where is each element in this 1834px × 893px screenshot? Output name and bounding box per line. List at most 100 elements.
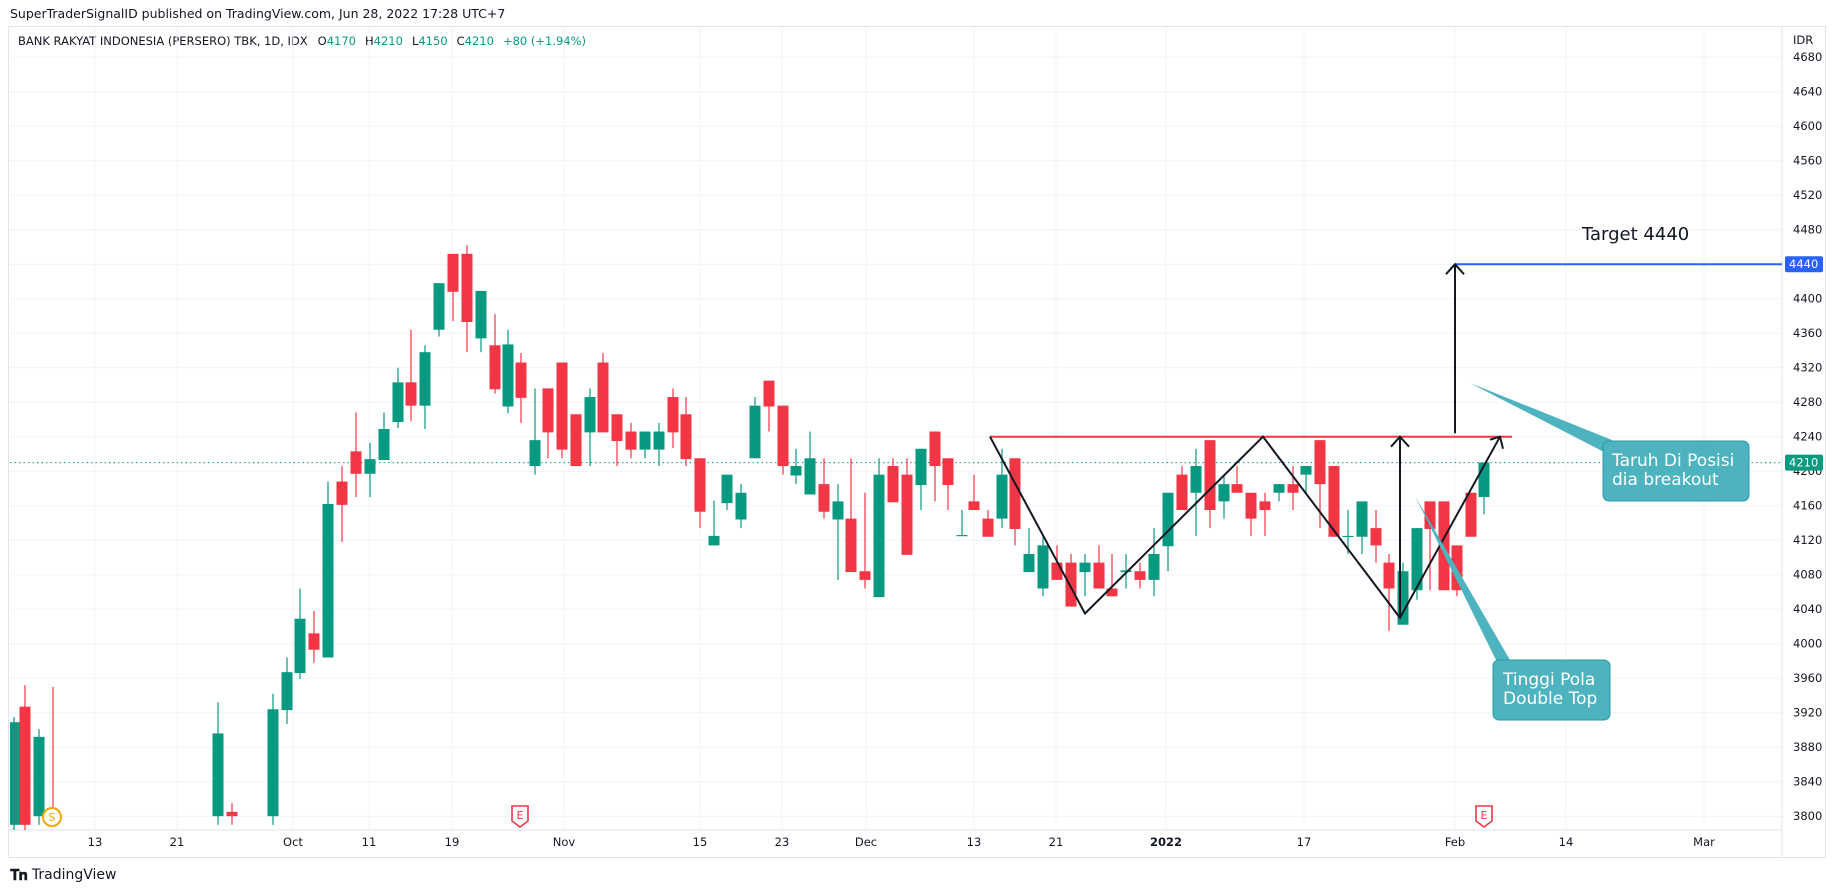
earnings-event-icon[interactable] (511, 805, 529, 828)
callout-height[interactable] (1492, 659, 1611, 721)
price-tick-label: 4280 (1793, 395, 1822, 409)
symbol-title[interactable]: BANK RAKYAT INDONESIA (PERSERO) TBK, 1D,… (18, 34, 308, 48)
candle (653, 422, 665, 467)
time-tick-label: 21 (1049, 835, 1064, 849)
candle (19, 685, 31, 830)
candle-body (667, 397, 679, 433)
candle-body (915, 448, 927, 485)
candle (1176, 466, 1188, 511)
time-tick-label: Feb (1445, 835, 1465, 849)
footer: 𝐓𝐧 TradingView (10, 866, 116, 884)
candle-body (364, 459, 376, 474)
candle-body (1162, 492, 1174, 547)
candle-body (942, 458, 954, 485)
footer-brand[interactable]: TradingView (31, 867, 117, 883)
candle (10, 717, 20, 830)
candle (597, 353, 609, 433)
double-pattern-path[interactable] (989, 435, 1501, 620)
candle (859, 492, 871, 589)
candle (1424, 501, 1436, 591)
candle (529, 388, 541, 475)
time-tick-label: Nov (553, 835, 576, 849)
candle (392, 367, 404, 429)
price-tick-label: 4040 (1793, 602, 1822, 616)
candle-body (1478, 462, 1490, 498)
candle-body (1300, 466, 1312, 475)
price-tick-label: 4680 (1793, 50, 1822, 64)
candle-body (1093, 562, 1105, 589)
price-tick-label: 4240 (1793, 430, 1822, 444)
candle (1356, 501, 1368, 554)
candle (1009, 458, 1021, 546)
candle-body (350, 451, 362, 474)
candle-body (929, 431, 941, 467)
callout-pointer-height (1415, 496, 1510, 664)
candle-body (1424, 501, 1436, 529)
current-price-badge[interactable] (1785, 454, 1823, 471)
candle-body (19, 706, 31, 825)
candle (433, 283, 445, 337)
candle (1065, 554, 1077, 607)
candle (461, 245, 473, 353)
earnings-event-glyph: E (1481, 809, 1488, 822)
split-event-icon[interactable] (42, 807, 62, 827)
time-tick-label: 13 (967, 835, 982, 849)
candle (47, 686, 59, 821)
candle-body (1438, 501, 1450, 591)
candle-body (1218, 484, 1230, 502)
candle (763, 380, 775, 432)
candle (350, 412, 362, 498)
height-arrowhead-icon (1390, 435, 1410, 448)
time-tick-label: 2022 (1150, 835, 1182, 849)
candle-body (584, 397, 596, 433)
candle-body (1383, 562, 1395, 589)
candle (1370, 510, 1382, 563)
pattern-arrowhead-icon (1489, 435, 1504, 449)
target-label[interactable]: Target 4440 (1581, 224, 1689, 245)
earnings-event-icon[interactable] (1475, 805, 1493, 828)
time-axis[interactable]: 13 21 Oct 11 19 Nov 15 23 Dec 13 21 2022 17 Feb 14 Mar (88, 835, 1715, 849)
candle (749, 397, 761, 459)
time-tick-label: 23 (775, 835, 790, 849)
candle-body (763, 380, 775, 407)
candle (1106, 554, 1118, 597)
price-tick-label: 3920 (1793, 706, 1822, 720)
time-tick-label: 14 (1559, 835, 1574, 849)
candle-body (489, 345, 501, 390)
target-price-badge[interactable] (1785, 256, 1823, 273)
candle-body (322, 503, 334, 658)
candle-body (1342, 535, 1354, 538)
candle-body (1397, 571, 1409, 625)
candle (845, 458, 857, 573)
price-tick-label: 3880 (1793, 740, 1822, 754)
candle-body (1190, 466, 1202, 493)
price-tick-label: 4000 (1793, 637, 1822, 651)
current-price-badge-text: 4210 (1789, 456, 1818, 470)
candle-body (542, 388, 554, 433)
candle-body (33, 736, 45, 817)
candle-body (597, 362, 609, 433)
target-arrowhead-icon (1445, 262, 1465, 275)
candle-body (212, 733, 224, 817)
candle-body (515, 362, 527, 398)
candle-body (570, 414, 582, 467)
price-tick-label: 4120 (1793, 533, 1822, 547)
candle (1134, 562, 1146, 589)
callout-breakout[interactable] (1602, 440, 1750, 502)
candle (542, 388, 554, 459)
candle-body (1009, 458, 1021, 529)
candle (475, 290, 487, 353)
candle-body (735, 492, 747, 520)
candle-body (968, 501, 980, 511)
candle (639, 431, 651, 459)
candle (294, 588, 306, 680)
candle (996, 448, 1008, 529)
candle-body (281, 672, 293, 711)
candle-body (1328, 466, 1340, 537)
candle-body (461, 253, 473, 322)
price-axis[interactable]: 3800 3840 3880 3920 3960 4000 4040 4080 4120 4160… (1785, 33, 1823, 823)
candle-body (294, 618, 306, 674)
